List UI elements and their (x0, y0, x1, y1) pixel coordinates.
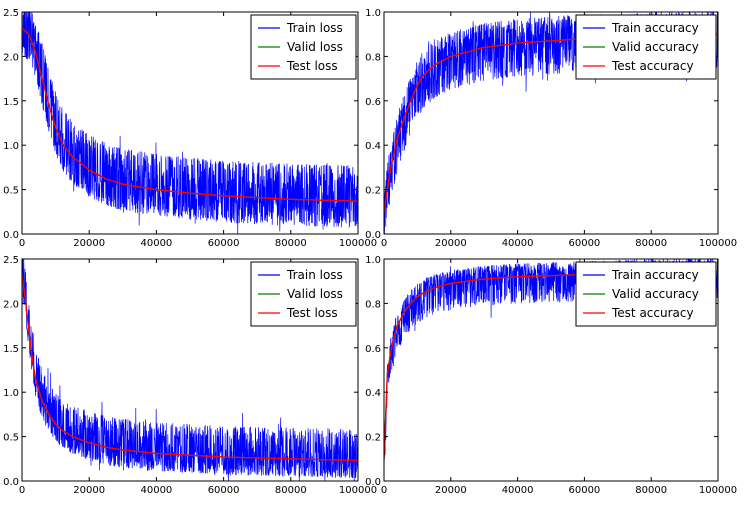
legend-label: Train accuracy (611, 268, 699, 282)
legend-label: Train accuracy (611, 21, 699, 35)
legend-label: Valid loss (287, 40, 343, 54)
panel-bottom-right: 0 20000 40000 60000 80000 100000 0.0 0.2 0.4 0.6 0… (365, 255, 737, 496)
legend: Train accuracy Valid accuracy Test accurac… (575, 14, 717, 80)
legend-label: Train loss (286, 21, 343, 35)
series-line-train-loss (22, 259, 358, 481)
axes-frame (383, 258, 719, 482)
series-line-test-loss (22, 274, 358, 462)
panel-top-left: 0 20000 40000 60000 80000 100000 0.0 0.5 1.0 1.5 2… (3, 8, 377, 249)
legend-label: Test accuracy (611, 59, 694, 73)
legend-label: Valid accuracy (612, 40, 699, 54)
panel-bottom-left: 0 20000 40000 60000 80000 100000 0.0 0.5 1.0 1.5 2… (3, 255, 377, 496)
legend-label: Test loss (286, 59, 338, 73)
x-tick-label: 80000 (635, 485, 667, 496)
axes-frame (21, 258, 359, 482)
legend-label: Train loss (286, 268, 343, 282)
legend-label: Valid loss (287, 287, 343, 301)
x-tick-label: 40000 (140, 238, 172, 249)
x-tick-label: 40000 (502, 485, 534, 496)
x-tick-label: 0 (381, 238, 387, 249)
panel-top-right: 0 20000 40000 60000 80000 100000 0.0 0.2 0.4 0.6 0… (365, 8, 737, 249)
x-tick-label: 100000 (699, 238, 737, 249)
y-tick-label: 0.4 (365, 388, 381, 399)
x-tick-label: 60000 (208, 485, 240, 496)
legend-label: Valid accuracy (612, 287, 699, 301)
y-tick-label: 0.5 (3, 186, 19, 197)
y-tick-label: 2.5 (3, 255, 19, 266)
y-tick-label: 0.4 (365, 141, 381, 152)
x-tick-label: 20000 (73, 238, 105, 249)
x-tick-label: 80000 (635, 238, 667, 249)
legend-label: Test loss (286, 306, 338, 320)
x-tick-label: 60000 (568, 485, 600, 496)
x-tick-label: 40000 (140, 485, 172, 496)
x-tick-label: 40000 (502, 238, 534, 249)
y-tick-label: 0.8 (365, 299, 381, 310)
x-tick-label: 80000 (275, 238, 307, 249)
y-tick-label: 0.0 (3, 230, 19, 241)
y-tick-label: 0.0 (365, 230, 381, 241)
legend: Train loss Valid loss Test loss (250, 14, 357, 80)
y-tick-label: 0.5 (3, 433, 19, 444)
x-tick-label: 20000 (435, 485, 467, 496)
legend: Train loss Valid loss Test loss (250, 261, 357, 327)
legend: Train accuracy Valid accuracy Test accurac… (575, 261, 717, 327)
y-tick-label: 1.0 (365, 255, 381, 266)
series-line-train-loss (22, 12, 358, 234)
y-tick-label: 1.0 (3, 141, 19, 152)
y-tick-label: 1.0 (3, 388, 19, 399)
y-tick-label: 0.0 (3, 477, 19, 488)
y-tick-label: 1.5 (3, 97, 19, 108)
y-tick-label: 0.0 (365, 477, 381, 488)
y-tick-label: 0.2 (365, 186, 381, 197)
x-tick-label: 100000 (339, 238, 377, 249)
x-tick-label: 0 (19, 485, 25, 496)
axes-frame (383, 11, 719, 235)
x-tick-label: 100000 (339, 485, 377, 496)
y-tick-label: 2.5 (3, 8, 19, 19)
legend-label: Test accuracy (611, 306, 694, 320)
y-tick-label: 0.2 (365, 433, 381, 444)
x-tick-label: 60000 (208, 238, 240, 249)
x-tick-label: 80000 (275, 485, 307, 496)
x-tick-label: 100000 (699, 485, 737, 496)
y-tick-label: 0.6 (365, 97, 381, 108)
axes-frame (21, 11, 359, 235)
y-tick-label: 1.0 (365, 8, 381, 19)
y-tick-label: 1.5 (3, 344, 19, 355)
y-tick-label: 0.6 (365, 344, 381, 355)
y-tick-label: 2.0 (3, 52, 19, 63)
x-tick-label: 60000 (568, 238, 600, 249)
plot-area (22, 259, 358, 481)
y-tick-label: 2.0 (3, 299, 19, 310)
x-tick-label: 20000 (435, 238, 467, 249)
series-line-test-loss (22, 27, 358, 202)
y-tick-label: 0.8 (365, 52, 381, 63)
x-tick-label: 20000 (73, 485, 105, 496)
x-tick-label: 0 (381, 485, 387, 496)
plot-area (22, 12, 358, 234)
x-tick-label: 0 (19, 238, 25, 249)
